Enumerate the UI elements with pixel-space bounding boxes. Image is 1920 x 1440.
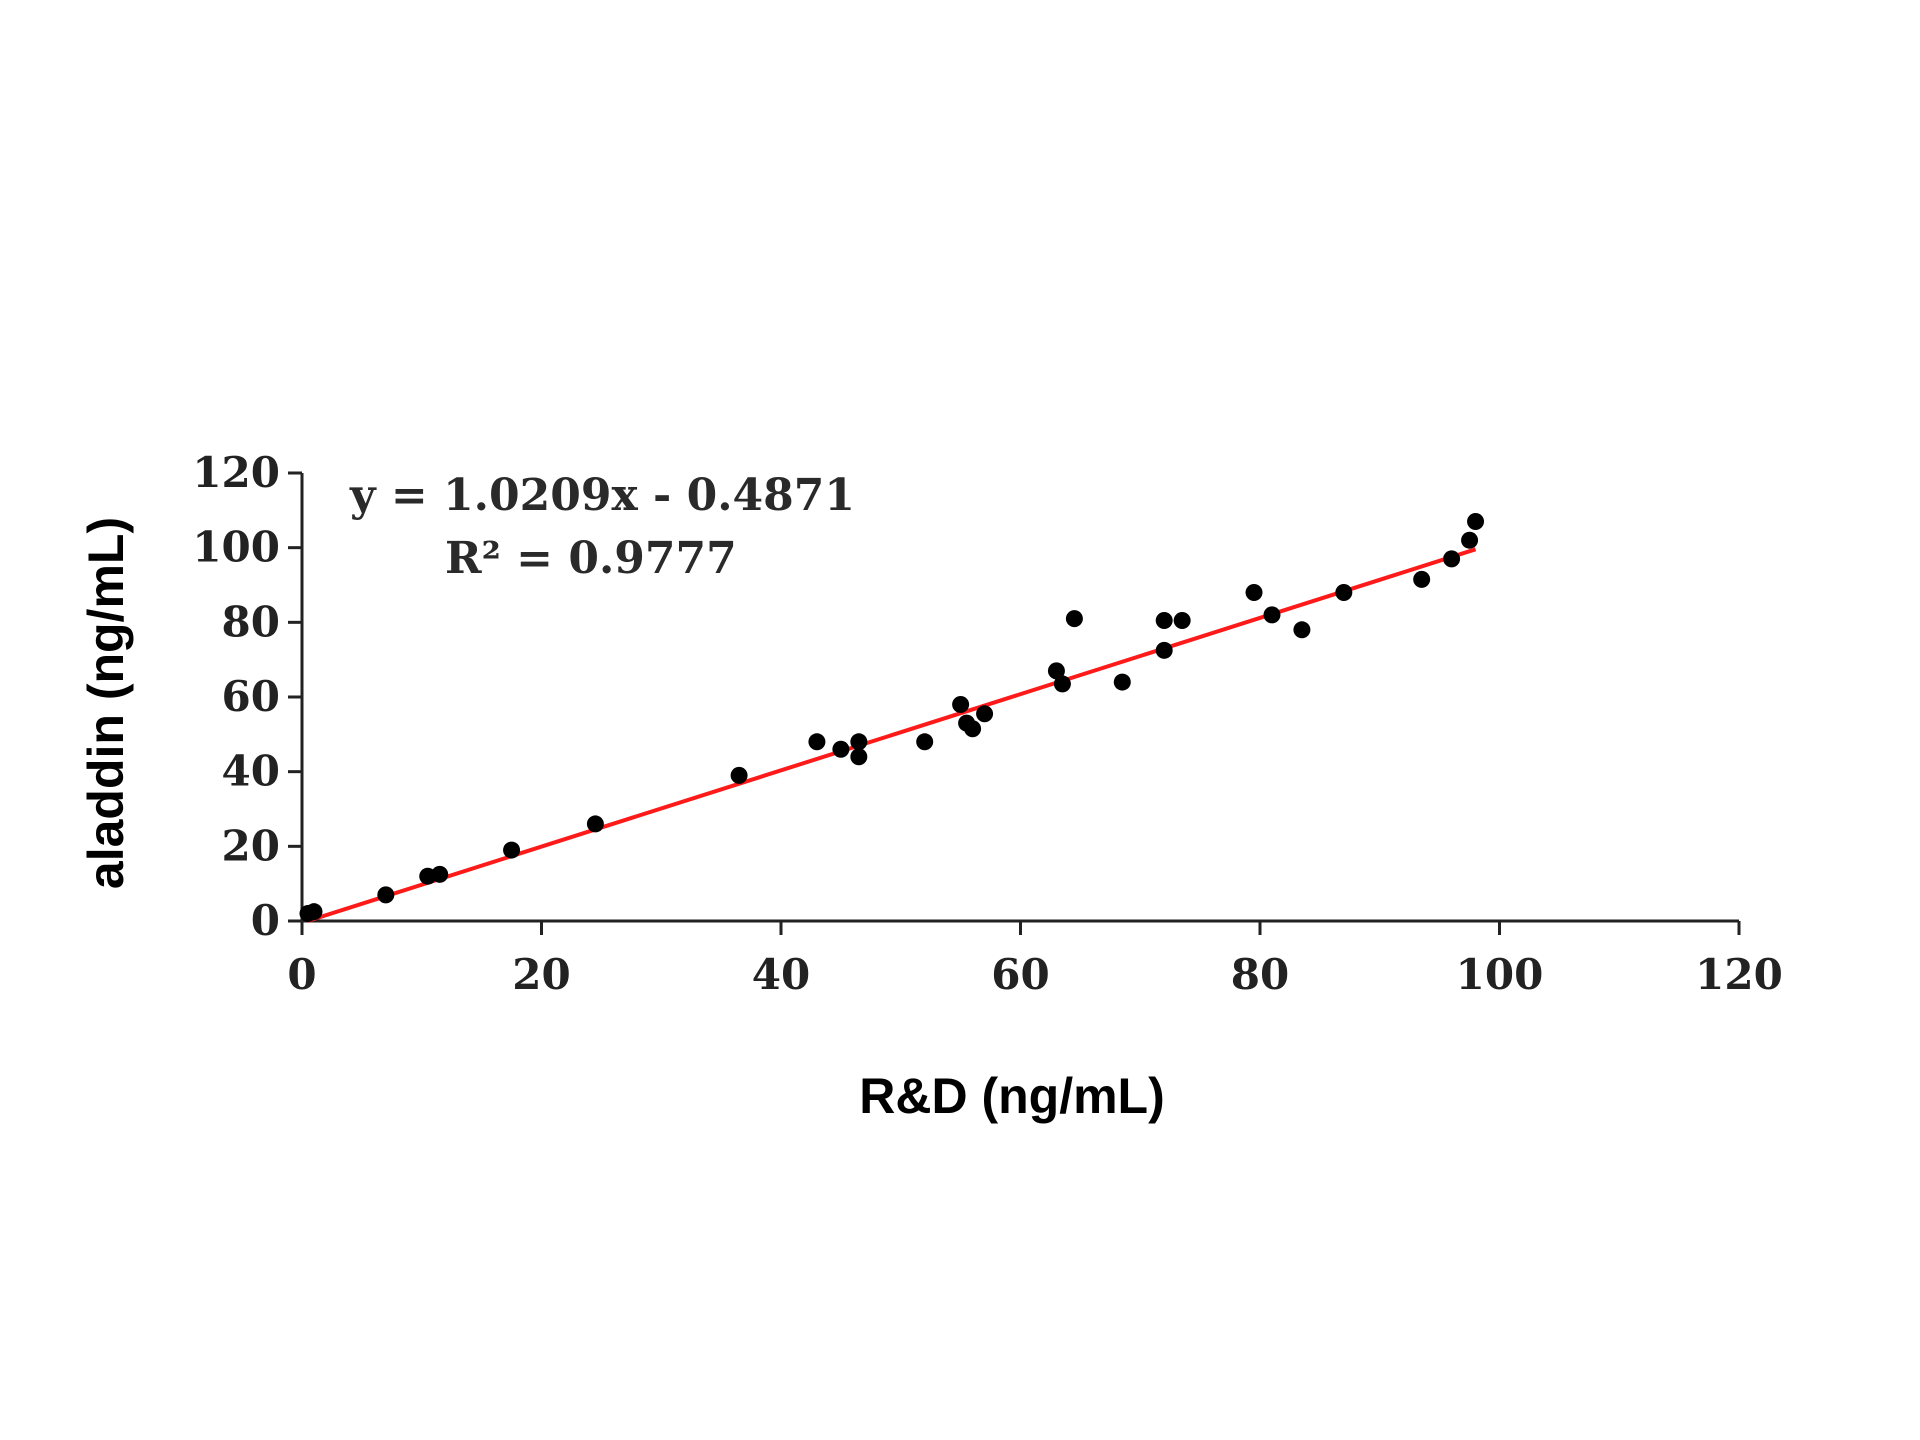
data-point [808, 733, 826, 751]
data-point [1113, 673, 1131, 691]
data-point [850, 733, 868, 751]
y-tick-label: 20 [222, 821, 280, 870]
data-point [1173, 611, 1191, 629]
data-point [1053, 675, 1071, 693]
x-tick-label: 120 [1695, 950, 1783, 999]
y-axis-title: aladdin (ng/mL) [78, 517, 134, 889]
data-point [964, 720, 982, 738]
y-tick-label: 60 [222, 672, 280, 721]
x-ticks: 0 20 40 60 80 100 120 [287, 921, 1783, 999]
data-point [832, 740, 850, 758]
data-point [730, 766, 748, 784]
x-tick-label: 0 [287, 950, 316, 999]
data-point [916, 733, 934, 751]
data-point [1065, 610, 1083, 628]
x-tick-label: 20 [512, 950, 570, 999]
data-point [1047, 662, 1065, 680]
r-squared-annotation: R² = 0.9777 [445, 533, 737, 584]
x-axis-title: R&D (ng/mL) [859, 1068, 1165, 1124]
data-point [1263, 606, 1281, 624]
data-point [1155, 611, 1173, 629]
data-point [1443, 550, 1461, 568]
y-tick-label: 120 [192, 448, 280, 497]
x-tick-label: 40 [752, 950, 810, 999]
data-point [1413, 570, 1431, 588]
y-tick-label: 100 [192, 523, 280, 572]
x-tick-label: 80 [1231, 950, 1289, 999]
y-tick-label: 80 [222, 597, 280, 646]
data-point [431, 865, 449, 883]
data-point [1461, 531, 1479, 549]
x-tick-label: 100 [1456, 950, 1544, 999]
data-point [1293, 621, 1311, 639]
fit-line-group [307, 547, 1477, 923]
data-point [503, 841, 521, 859]
y-ticks: 0 20 40 60 80 100 120 [192, 448, 302, 945]
y-tick-label: 40 [222, 747, 280, 796]
data-points [299, 513, 1485, 923]
data-point [952, 695, 970, 713]
data-point [1245, 583, 1263, 601]
data-point [1155, 641, 1173, 659]
y-tick-label: 0 [251, 896, 280, 945]
data-point [850, 748, 868, 766]
regression-line [307, 547, 1477, 923]
equation-annotation: y = 1.0209x - 0.4871 [349, 470, 855, 521]
data-point [305, 903, 323, 921]
x-tick-label: 60 [991, 950, 1049, 999]
data-point [1467, 513, 1485, 531]
data-point [586, 815, 604, 833]
data-point [976, 705, 994, 723]
data-point [377, 886, 395, 904]
data-point [1335, 583, 1353, 601]
